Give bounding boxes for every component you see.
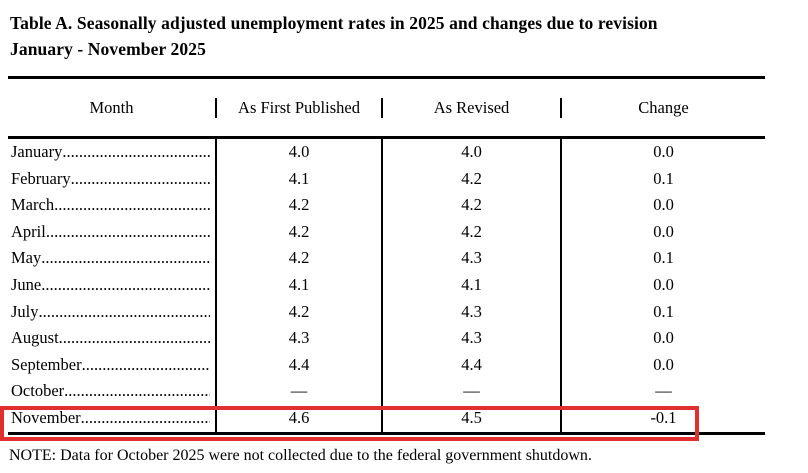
revised-cell: 4.4 — [383, 351, 562, 379]
first-published-cell: 4.2 — [217, 192, 383, 219]
change-cell: 0.0 — [653, 354, 674, 374]
dot-leader — [71, 166, 210, 193]
month-cell: September — [8, 351, 217, 379]
month-label: August — [11, 328, 59, 348]
first-published-cell: 4.3 — [217, 325, 383, 352]
month-label: July — [11, 301, 39, 321]
change-cell: 0.1 — [653, 168, 674, 188]
title-line-2: January - November 2025 — [10, 39, 206, 59]
month-label: October — [11, 381, 65, 401]
month-cell: January — [8, 139, 217, 166]
month-label: September — [11, 354, 82, 374]
revised-cell: 4.1 — [383, 271, 562, 299]
month-label: February — [11, 168, 71, 188]
change-cell: — — [655, 381, 672, 401]
first-published-cell: 4.1 — [217, 271, 383, 299]
month-cell: August — [8, 325, 217, 352]
revised-cell: 4.2 — [383, 165, 562, 193]
dot-leader — [64, 378, 210, 405]
header-revised: As Revised — [383, 97, 562, 118]
month-cell: November — [8, 404, 217, 432]
dot-leader — [39, 299, 210, 326]
first-published-cell: 4.0 — [217, 139, 383, 166]
first-published-cell: 4.6 — [217, 404, 383, 432]
dot-leader — [54, 192, 210, 219]
change-cell: 0.0 — [653, 274, 674, 294]
month-cell: July — [8, 298, 217, 326]
month-cell: June — [8, 271, 217, 299]
first-published-cell: 4.1 — [217, 165, 383, 193]
table-header: Month As First Published As Revised Chan… — [8, 76, 765, 139]
change-cell: 0.0 — [653, 328, 674, 348]
unemployment-table: Month As First Published As Revised Chan… — [8, 76, 765, 435]
dot-leader — [82, 352, 210, 379]
dot-leader — [81, 405, 210, 432]
change-cell: 0.0 — [653, 195, 674, 215]
revised-cell: — — [383, 378, 562, 405]
table-body: January 4.0 4.0 0.0 February 4.1 4.2 0.1… — [8, 139, 765, 435]
header-month: Month — [8, 97, 217, 118]
change-cell: 0.1 — [653, 248, 674, 268]
page-title: Table A. Seasonally adjusted unemploymen… — [10, 10, 805, 62]
month-label: April — [11, 221, 46, 241]
first-published-cell: — — [217, 378, 383, 405]
month-cell: October — [8, 378, 217, 405]
first-published-cell: 4.2 — [217, 245, 383, 272]
revised-cell: 4.2 — [383, 218, 562, 246]
month-label: June — [11, 274, 42, 294]
revised-cell: 4.3 — [383, 325, 562, 352]
change-cell: 0.1 — [653, 301, 674, 321]
footnote: NOTE: Data for October 2025 were not col… — [9, 447, 592, 464]
change-cell: 0.0 — [653, 142, 674, 161]
first-published-cell: 4.2 — [217, 298, 383, 326]
first-published-cell: 4.2 — [217, 218, 383, 246]
dot-leader — [62, 139, 210, 166]
month-cell: February — [8, 165, 217, 193]
month-cell: April — [8, 218, 217, 246]
month-label: January — [11, 142, 63, 161]
revised-cell: 4.0 — [383, 139, 562, 166]
revised-cell: 4.2 — [383, 192, 562, 219]
change-cell: -0.1 — [650, 407, 677, 427]
dot-leader — [59, 325, 210, 352]
first-published-cell: 4.4 — [217, 351, 383, 379]
revised-cell: 4.3 — [383, 298, 562, 326]
month-cell: May — [8, 245, 217, 272]
month-label: November — [11, 407, 81, 427]
title-line-1: Table A. Seasonally adjusted unemploymen… — [10, 13, 658, 33]
dot-leader — [46, 219, 210, 246]
header-change: Change — [638, 97, 689, 117]
month-label: March — [11, 195, 55, 215]
header-first-published: As First Published — [217, 97, 383, 118]
dot-leader — [41, 245, 210, 272]
revised-cell: 4.3 — [383, 245, 562, 272]
revised-cell: 4.5 — [383, 404, 562, 432]
dot-leader — [41, 272, 210, 299]
month-label: May — [11, 248, 42, 268]
month-cell: March — [8, 192, 217, 219]
change-cell: 0.0 — [653, 221, 674, 241]
